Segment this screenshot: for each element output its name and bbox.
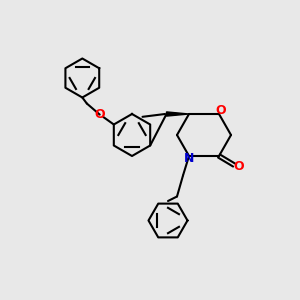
Text: N: N <box>184 152 194 166</box>
Text: O: O <box>94 108 105 121</box>
Text: O: O <box>233 160 244 173</box>
Polygon shape <box>167 112 189 116</box>
Text: O: O <box>215 104 226 118</box>
